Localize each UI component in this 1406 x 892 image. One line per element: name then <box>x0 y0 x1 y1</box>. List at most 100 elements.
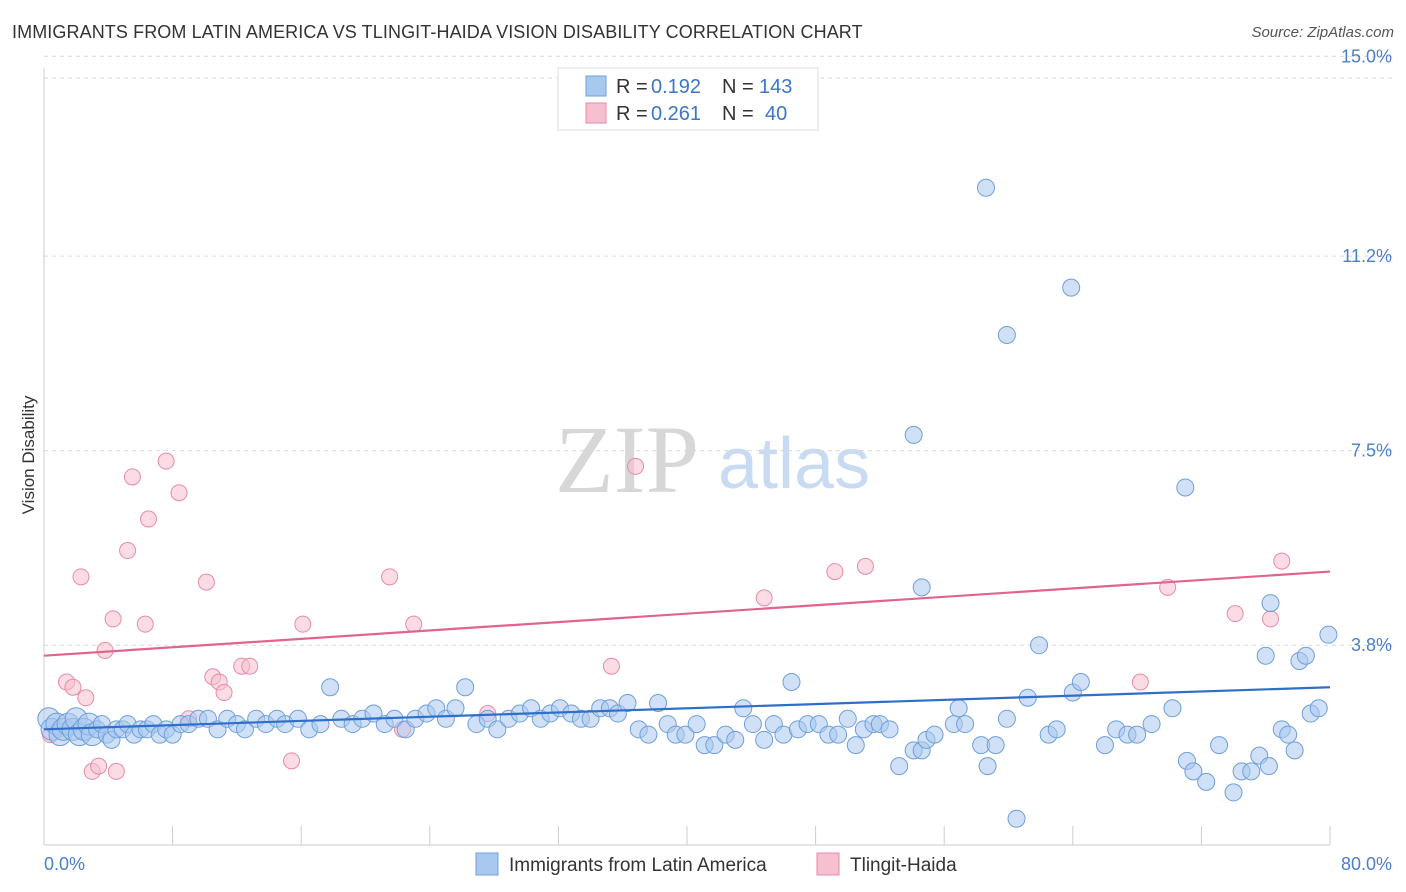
legend-swatch-blue <box>585 75 607 97</box>
latin-america-point <box>976 178 995 197</box>
latin-america-point <box>986 736 1005 755</box>
tlingit-haida-point <box>90 757 108 775</box>
latin-america-point <box>456 678 475 697</box>
source-label: Source: ZipAtlas.com <box>1251 24 1394 41</box>
latin-america-point <box>1176 478 1195 497</box>
x-tick-label-max: 80.0% <box>1341 854 1392 874</box>
latin-america-point <box>743 715 762 734</box>
bottom-legend-label-pink: Tlingit-Haida <box>850 855 957 876</box>
y-tick-label: 7.5% <box>1351 441 1392 461</box>
legend-swatch-pink <box>585 102 607 124</box>
tlingit-haida-point <box>1131 673 1149 691</box>
latin-america-point <box>687 715 706 734</box>
latin-america-point <box>488 720 507 739</box>
latin-america-trend-line <box>43 686 1331 731</box>
latin-america-point <box>755 730 774 749</box>
watermark-atlas: atlas <box>718 424 870 504</box>
latin-america-point <box>912 578 931 597</box>
latin-america-point <box>1184 762 1203 781</box>
latin-america-point <box>1128 725 1147 744</box>
tlingit-haida-point <box>241 657 259 675</box>
latin-america-point <box>997 709 1016 728</box>
legend-n-label-2: N = <box>722 103 754 125</box>
latin-america-point <box>1259 757 1278 776</box>
latin-america-point <box>997 325 1016 344</box>
chart-title: IMMIGRANTS FROM LATIN AMERICA VS TLINGIT… <box>12 22 863 42</box>
legend-r-value-1: 0.192 <box>651 76 701 98</box>
tlingit-haida-point <box>405 615 423 633</box>
tlingit-haida-point <box>136 615 154 633</box>
latin-america-point <box>949 699 968 718</box>
x-tick-label-min: 0.0% <box>44 854 85 874</box>
latin-america-point <box>978 757 997 776</box>
tlingit-haida-trend-line <box>43 570 1331 657</box>
tlingit-haida-point <box>755 589 773 607</box>
tlingit-haida-point <box>381 568 399 586</box>
y-tick-label: 15.0% <box>1341 46 1392 66</box>
tlingit-haida-point <box>826 563 844 581</box>
tlingit-haida-point <box>1273 552 1291 570</box>
latin-america-point <box>1142 715 1161 734</box>
latin-america-point <box>1309 699 1328 718</box>
tlingit-haida-point <box>627 457 645 475</box>
legend: R = 0.192 N = 143 R = 0.261 N = 40 <box>557 67 819 131</box>
latin-america-point <box>1279 725 1298 744</box>
tlingit-haida-point <box>107 762 125 780</box>
latin-america-point <box>726 730 745 749</box>
latin-america-point <box>649 694 668 713</box>
trend-lines <box>43 570 1331 731</box>
tlingit-haida-point <box>1226 605 1244 623</box>
latin-america-point <box>890 757 909 776</box>
tlingit-haida-point <box>139 510 157 528</box>
tlingit-haida-point <box>77 689 95 707</box>
latin-america-point <box>1261 594 1280 613</box>
y-tick-label: 3.8% <box>1351 635 1392 655</box>
watermark: ZIP atlas <box>555 406 870 513</box>
bottom-legend-swatch-blue <box>475 852 499 876</box>
legend-n-value-2: 40 <box>765 103 787 125</box>
latin-america-point <box>1242 762 1261 781</box>
x-ticks <box>43 826 1331 845</box>
latin-america-point <box>1224 783 1243 802</box>
latin-america-point <box>1296 646 1315 665</box>
latin-america-point <box>1062 278 1081 297</box>
legend-r-label-1: R = <box>616 76 648 98</box>
tlingit-haida-point <box>602 657 620 675</box>
tlingit-haida-point <box>119 542 137 560</box>
latin-america-point <box>782 673 801 691</box>
legend-n-label-1: N = <box>722 76 754 98</box>
tlingit-haida-point <box>283 752 301 770</box>
tlingit-haida-point <box>104 610 122 628</box>
tlingit-haida-point <box>170 484 188 502</box>
latin-america-point <box>904 425 923 444</box>
tlingit-haida-point <box>1262 610 1280 628</box>
latin-america-point <box>235 720 254 739</box>
latin-america-point <box>1095 736 1114 755</box>
tlingit-haida-point <box>157 452 175 470</box>
latin-america-point <box>1319 625 1338 644</box>
latin-america-point <box>1007 809 1026 828</box>
latin-america-point <box>311 715 330 734</box>
tlingit-haida-point <box>197 573 215 591</box>
legend-r-value-2: 0.261 <box>651 103 701 125</box>
legend-r-label-2: R = <box>616 103 648 125</box>
y-tick-labels: 3.8% 7.5% 11.2% 15.0% <box>1341 46 1392 655</box>
tlingit-haida-point <box>123 468 141 486</box>
latin-america-point <box>1030 636 1049 655</box>
latin-america-point <box>446 699 465 718</box>
latin-america-point <box>829 725 848 744</box>
latin-america-point <box>1163 699 1182 718</box>
bottom-legend-swatch-pink <box>816 852 840 876</box>
latin-america-point <box>1210 736 1229 755</box>
latin-america-point <box>925 725 944 744</box>
y-tick-label: 11.2% <box>1342 246 1392 266</box>
latin-america-point <box>846 736 865 755</box>
latin-america-point <box>956 715 975 734</box>
tlingit-haida-point <box>856 557 874 575</box>
tlingit-haida-point <box>72 568 90 586</box>
latin-america-point <box>321 678 340 697</box>
latin-america-point <box>618 694 637 713</box>
tlingit-haida-point <box>215 684 233 702</box>
latin-america-point <box>1047 720 1066 739</box>
